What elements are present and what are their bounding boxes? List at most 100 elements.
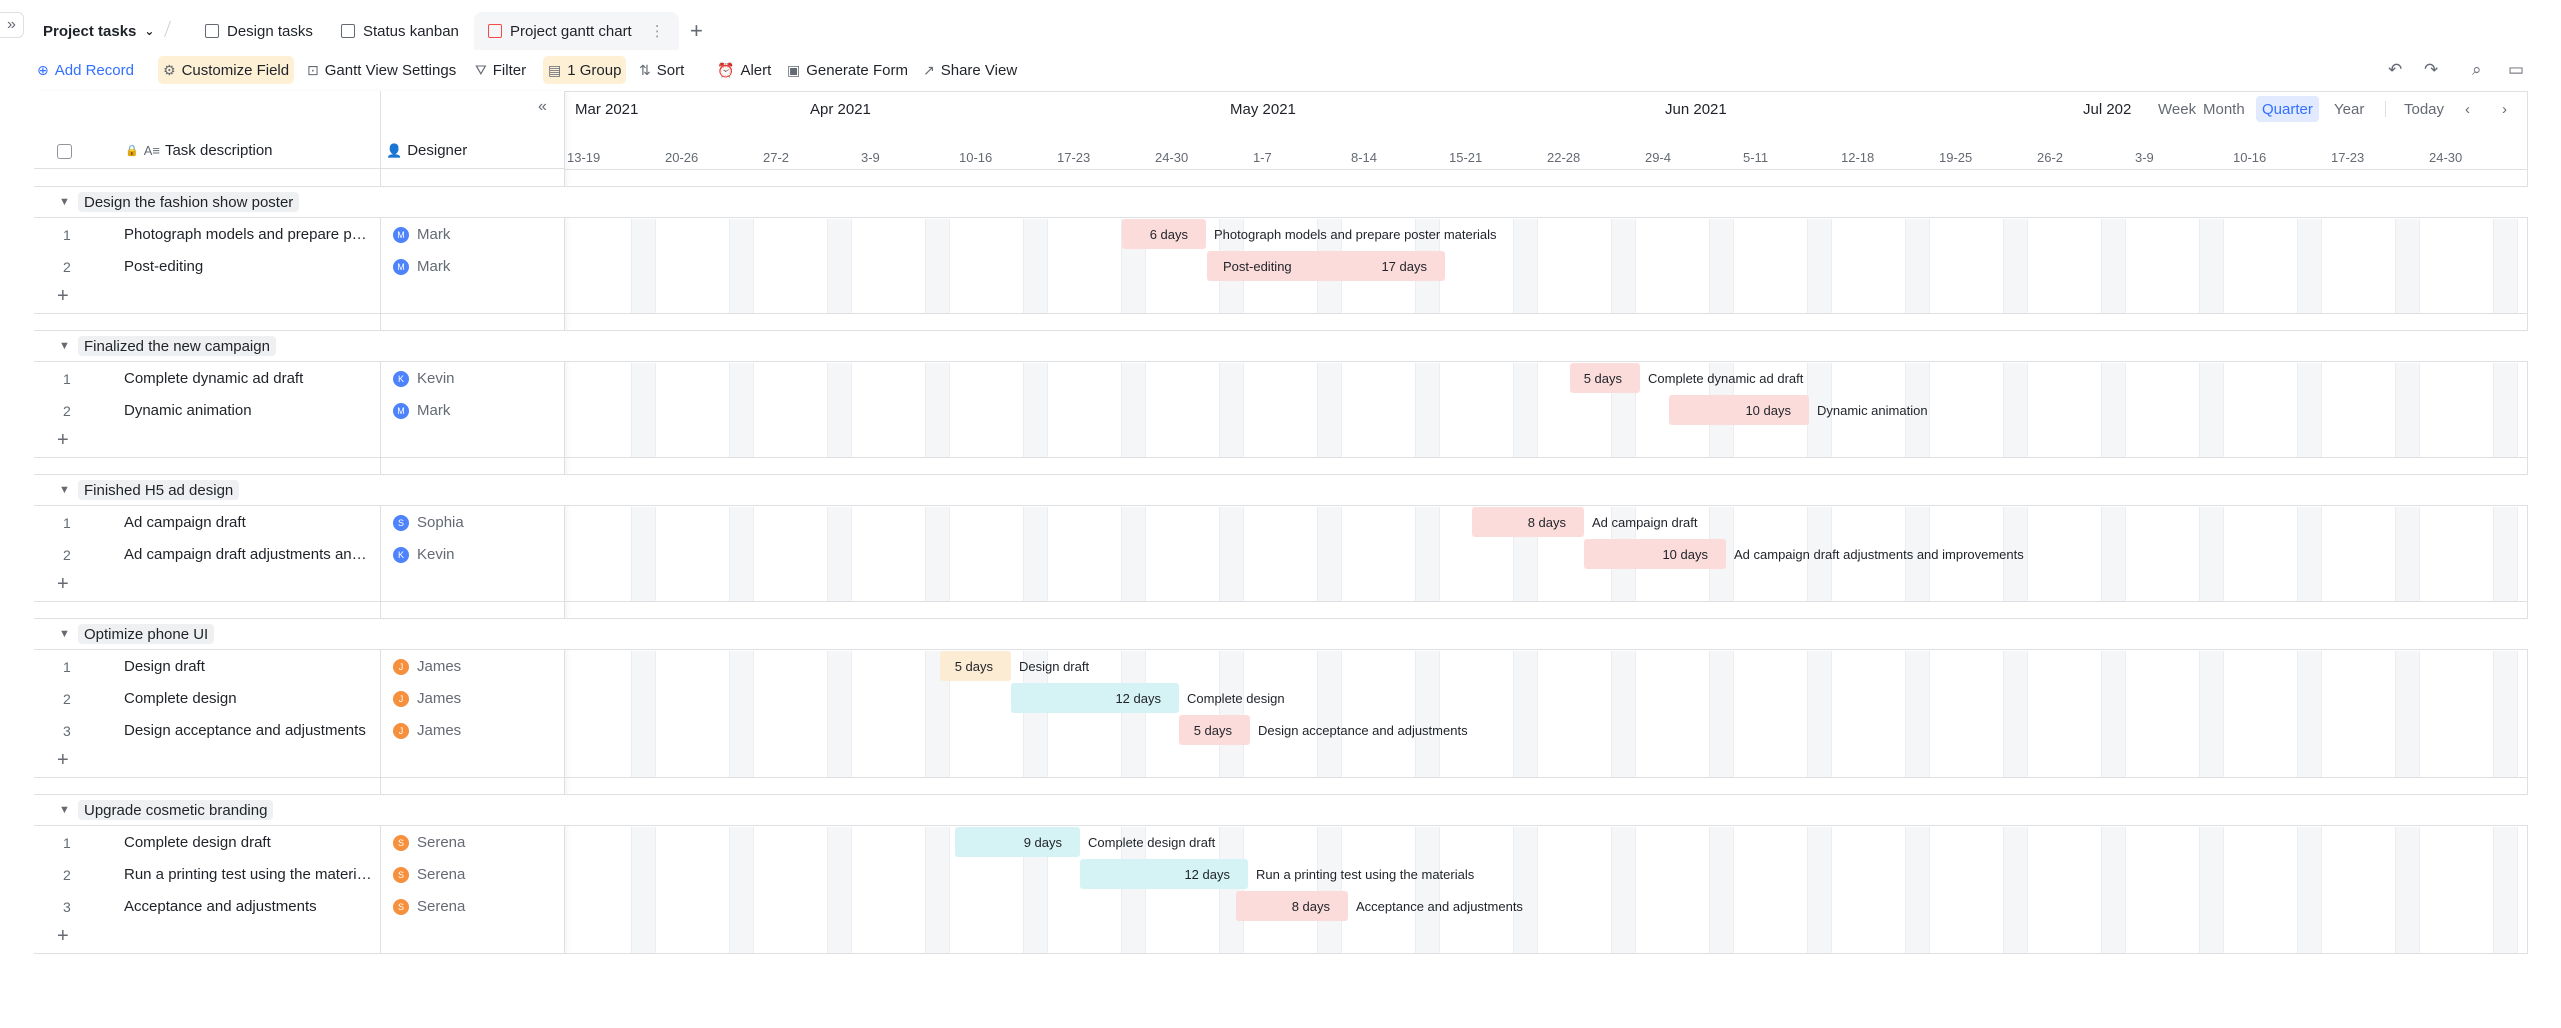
sort-button[interactable]: ⇅ Sort [634, 56, 689, 84]
tab-design-tasks[interactable]: Design tasks [205, 14, 313, 48]
week-gridline [2223, 651, 2224, 778]
caret-down-icon[interactable]: ▼ [59, 484, 70, 496]
add-row-plus-icon[interactable]: + [57, 925, 69, 947]
gantt-bar[interactable]: 8 days [1472, 507, 1584, 537]
gantt-bar-label: Dynamic animation [1817, 403, 1928, 418]
group-header-row[interactable] [34, 474, 2528, 506]
view-quarter-button[interactable]: Quarter [2256, 96, 2319, 122]
designer-cell[interactable]: Kevin [417, 546, 455, 563]
designer-cell[interactable]: Mark [417, 258, 451, 275]
expand-sidebar-button[interactable]: » [0, 12, 24, 38]
task-column-header[interactable]: 🔒 A≡ Task description [125, 142, 273, 159]
more-vertical-icon[interactable]: ⋮ [649, 23, 665, 40]
timeline-month: May 2021 [1230, 101, 1296, 118]
task-cell[interactable]: Complete design draft [124, 834, 271, 851]
previous-period-button[interactable]: ‹ [2459, 96, 2476, 122]
timeline-week: 10-16 [2233, 150, 2267, 165]
weekend-stripe [925, 507, 949, 602]
caret-down-icon[interactable]: ▼ [59, 804, 70, 816]
weekend-stripe [2297, 219, 2321, 314]
task-cell[interactable]: Complete dynamic ad draft [124, 370, 304, 387]
next-period-button[interactable]: › [2496, 96, 2513, 122]
gantt-bar[interactable]: 12 days [1011, 683, 1179, 713]
task-cell[interactable]: Post-editing [124, 258, 204, 275]
view-month-button[interactable]: Month [2197, 96, 2251, 122]
gantt-bar[interactable]: 5 days [1179, 715, 1250, 745]
gantt-bar[interactable]: Post-editing 17 days [1207, 251, 1445, 281]
share-view-button[interactable]: ↗ Share View [918, 56, 1022, 84]
task-cell[interactable]: Ad campaign draft adjustments and i... [124, 546, 374, 563]
week-gridline [2419, 219, 2420, 314]
caret-down-icon[interactable]: ▼ [59, 340, 70, 352]
designer-cell[interactable]: Mark [417, 402, 451, 419]
gantt-bar[interactable]: 8 days [1236, 891, 1348, 921]
group-header-row[interactable] [34, 186, 2528, 218]
add-record-button[interactable]: ⊕ Add Record [32, 56, 139, 84]
designer-cell[interactable]: Sophia [417, 514, 464, 531]
week-gridline [2517, 507, 2518, 602]
caret-down-icon[interactable]: ▼ [59, 628, 70, 640]
add-row-plus-icon[interactable]: + [57, 749, 69, 771]
designer-cell[interactable]: Serena [417, 834, 466, 851]
gantt-view-settings-button[interactable]: ⊡ Gantt View Settings [302, 56, 461, 84]
task-cell[interactable]: Ad campaign draft [124, 514, 246, 531]
designer-cell[interactable]: James [417, 722, 462, 739]
gantt-bar[interactable]: 5 days [1570, 363, 1640, 393]
caret-down-icon[interactable]: ▼ [59, 196, 70, 208]
task-cell[interactable]: Dynamic animation [124, 402, 252, 419]
comments-icon[interactable]: ▭ [2508, 60, 2525, 79]
view-week-button[interactable]: Week [2152, 96, 2203, 122]
designer-cell[interactable]: Mark [417, 226, 451, 243]
timeline-week: 12-18 [1841, 150, 1875, 165]
weekend-stripe [2493, 827, 2517, 954]
designer-column-header[interactable]: 👤 Designer [386, 142, 467, 159]
redo-icon[interactable]: ↷ [2424, 60, 2439, 79]
designer-cell[interactable]: James [417, 690, 462, 707]
task-cell[interactable]: Acceptance and adjustments [124, 898, 317, 915]
gantt-bar[interactable]: 10 days [1584, 539, 1726, 569]
generate-form-button[interactable]: ▣ Generate Form [782, 56, 913, 84]
week-gridline [631, 651, 632, 778]
add-view-button[interactable]: + [690, 18, 703, 43]
undo-icon[interactable]: ↶ [2388, 60, 2403, 79]
gantt-bar[interactable]: 5 days [940, 651, 1011, 681]
add-row-plus-icon[interactable]: + [57, 285, 69, 307]
filter-button[interactable]: ⛛ Filter [470, 56, 531, 84]
tab-status-kanban[interactable]: Status kanban [341, 14, 459, 48]
designer-cell[interactable]: James [417, 658, 462, 675]
add-row-plus-icon[interactable]: + [57, 429, 69, 451]
week-gridline [2125, 363, 2126, 458]
gantt-bar[interactable]: 12 days [1080, 859, 1248, 889]
week-gridline [1733, 219, 1734, 314]
task-cell[interactable]: Design acceptance and adjustments [124, 722, 366, 739]
collapse-panel-icon[interactable]: « [538, 98, 547, 115]
week-gridline [1023, 219, 1024, 314]
designer-cell[interactable]: Serena [417, 898, 466, 915]
group-header-row[interactable] [34, 618, 2528, 650]
task-cell[interactable]: Design draft [124, 658, 205, 675]
designer-cell[interactable]: Kevin [417, 370, 455, 387]
customize-field-button[interactable]: ⚙ Customize Field [158, 56, 295, 84]
gantt-bar[interactable]: 9 days [955, 827, 1080, 857]
gantt-bar[interactable]: 6 days [1122, 219, 1206, 249]
weekend-stripe [631, 219, 655, 314]
task-cell[interactable]: Complete design [124, 690, 237, 707]
group-header-row[interactable] [34, 794, 2528, 826]
timeline-week: 13-19 [567, 150, 601, 165]
task-cell[interactable]: Photograph models and prepare pos... [124, 226, 374, 243]
view-switcher-title[interactable]: Project tasks ⌄ [43, 14, 154, 48]
today-button[interactable]: Today [2398, 96, 2451, 122]
gantt-bar[interactable]: 10 days [1669, 395, 1809, 425]
group-header-row[interactable] [34, 330, 2528, 362]
add-row-plus-icon[interactable]: + [57, 573, 69, 595]
alert-button[interactable]: ⏰ Alert [712, 56, 776, 84]
search-records-icon[interactable]: ⌕ [2472, 60, 2482, 79]
week-gridline [1023, 363, 1024, 458]
designer-cell[interactable]: Serena [417, 866, 466, 883]
select-all-checkbox[interactable] [57, 144, 72, 159]
task-cell[interactable]: Run a printing test using the materials [124, 866, 374, 883]
tab-project-gantt-chart[interactable]: Project gantt chart ⋮ [474, 12, 679, 50]
view-year-button[interactable]: Year [2328, 96, 2371, 122]
group-button[interactable]: ▤ 1 Group [543, 56, 627, 84]
week-gridline [925, 507, 926, 602]
